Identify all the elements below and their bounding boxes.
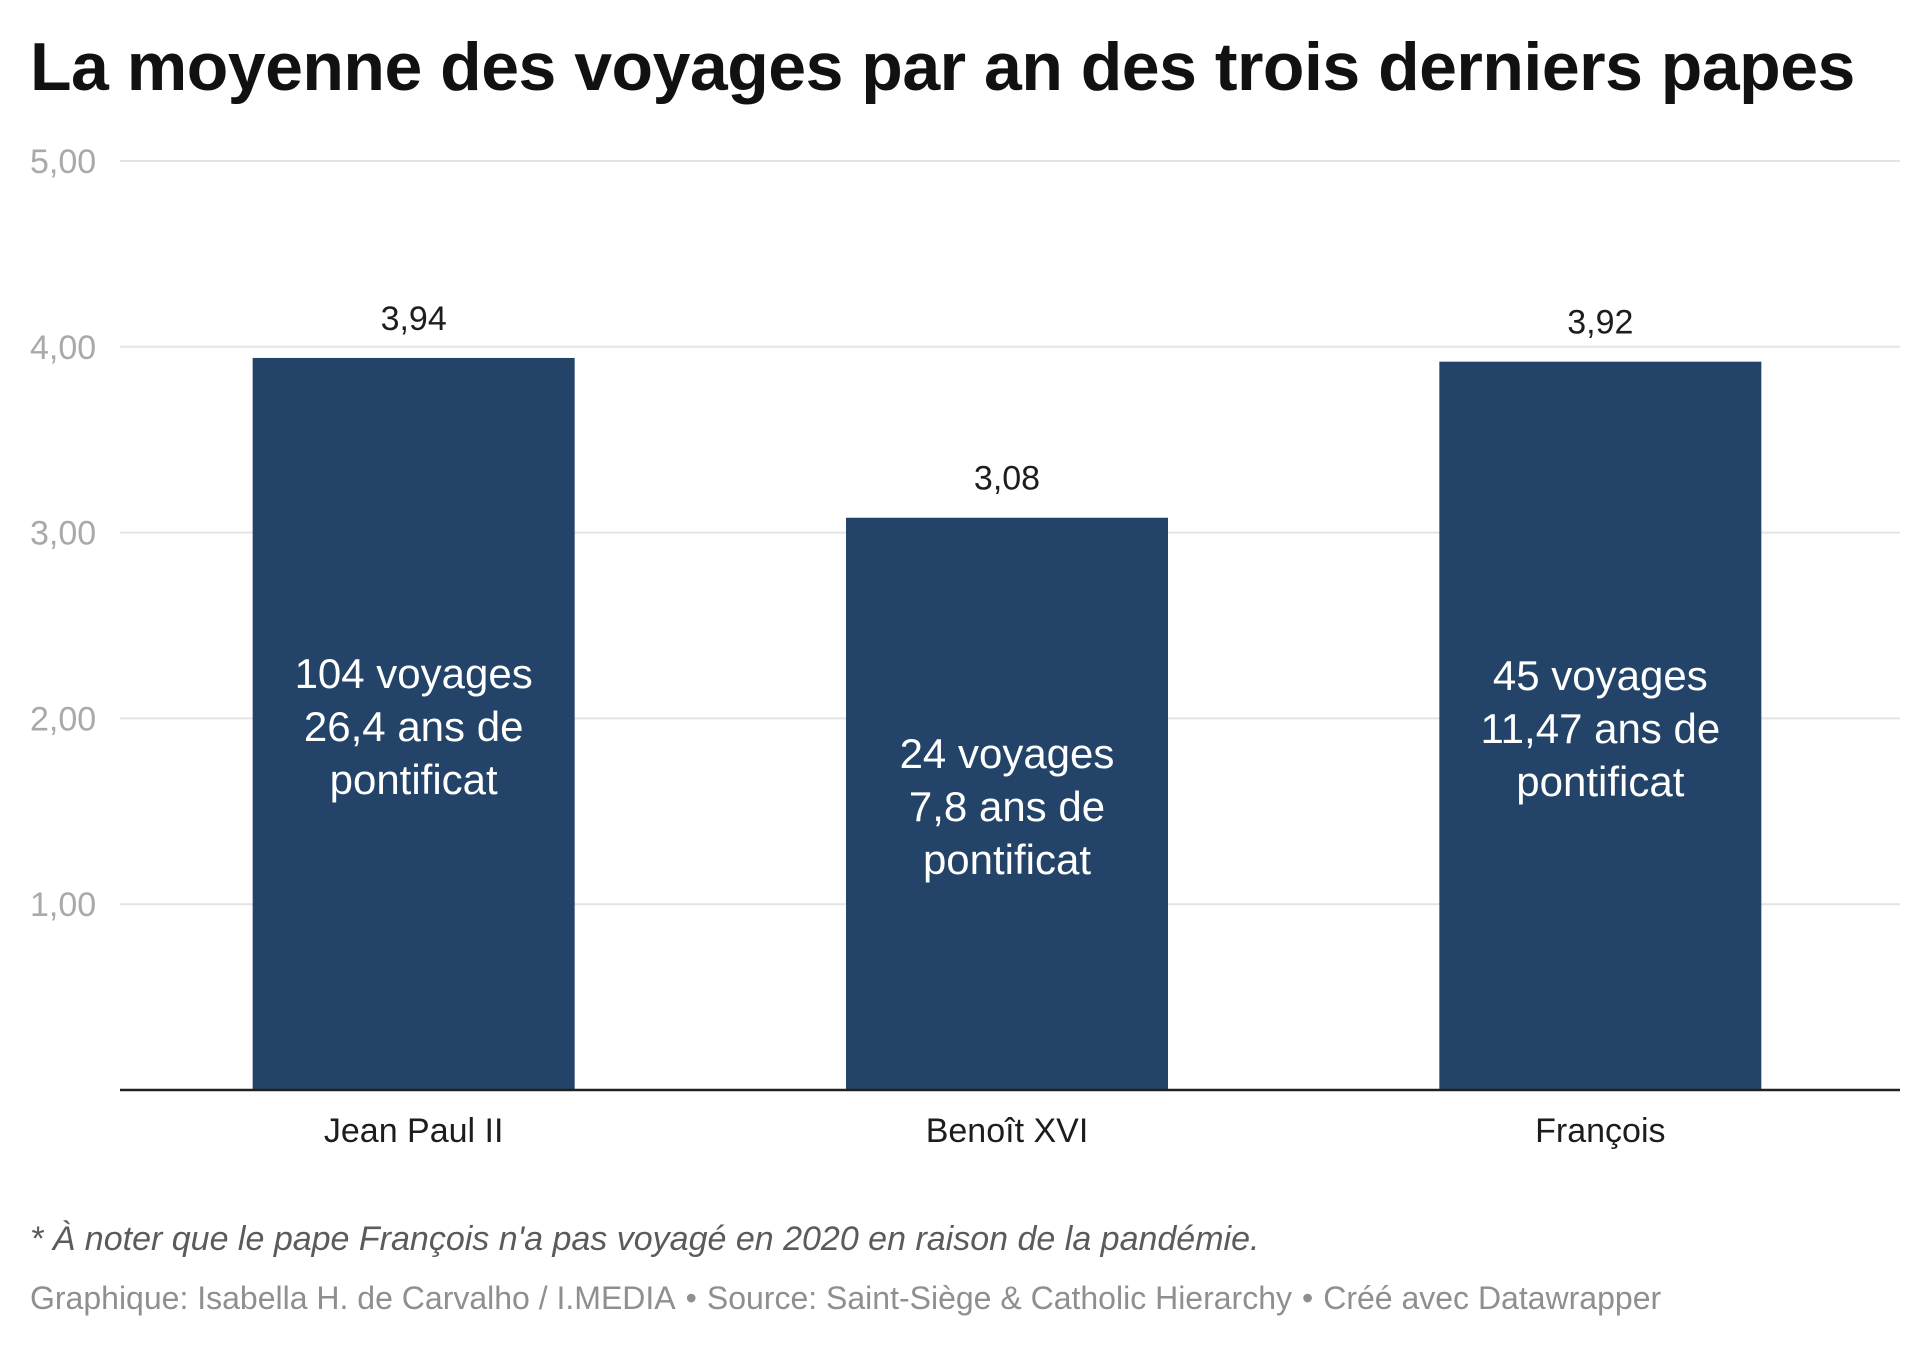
x-axis-category-labels: Jean Paul II Benoît XVI François [324,1112,1666,1150]
bar-annotation-line: 11,47 ans de [1480,705,1720,752]
bar-annotation-line: 7,8 ans de [909,783,1105,830]
y-tick-label: 4,00 [30,329,96,367]
value-labels: 3,94 3,08 3,92 [381,300,1634,498]
bar-annotation: 24 voyages 7,8 ans de pontificat [900,730,1115,883]
bar-annotation-line: 24 voyages [900,730,1115,777]
x-category-label: Benoît XVI [926,1112,1089,1150]
footer-created-with: Créé avec Datawrapper [1323,1280,1662,1316]
x-category-label: Jean Paul II [324,1112,504,1150]
footer-separator: • [1302,1280,1314,1316]
bar-annotation-line: pontificat [923,836,1091,883]
bar-value-label: 3,92 [1567,304,1633,342]
y-tick-label: 1,00 [30,886,96,924]
y-tick-label: 5,00 [30,143,96,181]
bar-annotation-line: 45 voyages [1493,652,1708,699]
bar-annotation-line: pontificat [1516,758,1684,805]
bar [252,357,575,1090]
x-category-label: François [1535,1112,1665,1150]
bar-value-label: 3,94 [381,300,447,338]
bar [846,517,1168,1090]
y-tick-label: 3,00 [30,515,96,553]
y-tick-label: 2,00 [30,700,96,738]
footer-source: Source: Saint-Siège & Catholic Hierarchy [706,1280,1292,1316]
chart-note: * À noter que le pape François n'a pas v… [30,1220,1260,1258]
footer-credit: Graphique: Isabella H. de Carvalho / I.M… [30,1280,676,1316]
bar-annotation-line: pontificat [330,756,498,803]
chart-title: La moyenne des voyages par an des trois … [30,29,1855,105]
bar-annotation-line: 26,4 ans de [304,703,524,750]
footer-separator: • [685,1280,697,1316]
bar-annotation: 104 voyages 26,4 ans de pontificat [295,650,533,803]
bar [1439,361,1762,1090]
chart-footer: Graphique: Isabella H. de Carvalho / I.M… [30,1280,1661,1317]
y-axis-tick-labels: 1,00 2,00 3,00 4,00 5,00 [30,143,96,924]
bar-annotation: 45 voyages 11,47 ans de pontificat [1480,652,1720,805]
bars [252,357,1762,1090]
bar-value-label: 3,08 [974,460,1040,498]
bar-annotation-line: 104 voyages [295,650,533,697]
